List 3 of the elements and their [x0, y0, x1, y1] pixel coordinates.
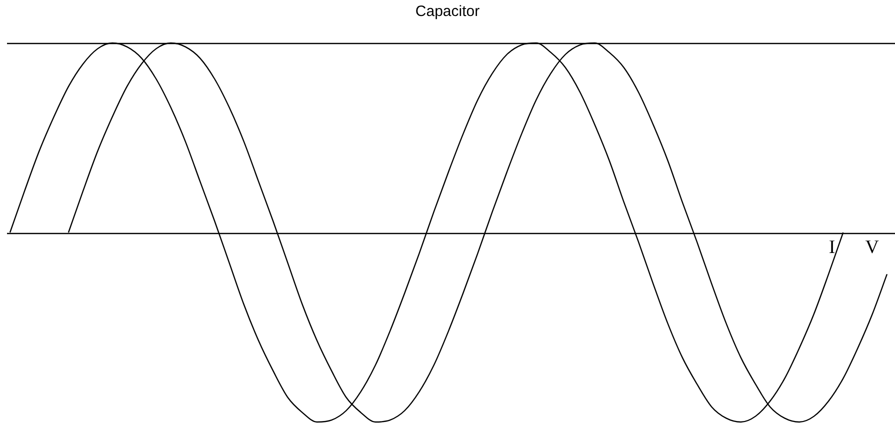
chart-title: Capacitor: [414, 3, 481, 20]
series-label: V: [865, 236, 880, 258]
series-label: I: [828, 236, 836, 258]
